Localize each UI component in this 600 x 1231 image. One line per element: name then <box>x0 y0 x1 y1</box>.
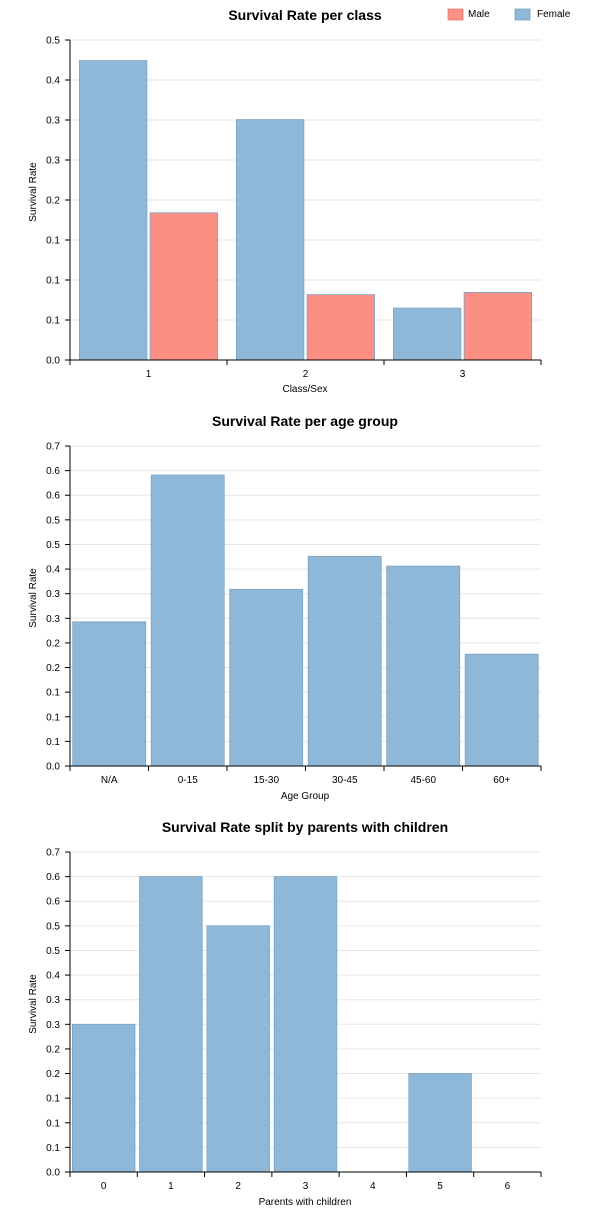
y-tick-label: 0.4 <box>46 76 60 87</box>
x-tick-label: 3 <box>303 1181 309 1192</box>
y-tick-label: 0.7 <box>46 848 60 859</box>
y-tick-label: 0.1 <box>46 712 60 723</box>
y-tick-label: 0.3 <box>46 589 60 600</box>
chart-class-grid <box>70 39 541 321</box>
y-tick-label: 0.6 <box>46 466 60 477</box>
bar-male-2 <box>306 294 376 361</box>
bar-female-3 <box>392 307 462 361</box>
x-tick-label: 45-60 <box>410 775 436 786</box>
bar-0 <box>72 1023 136 1173</box>
x-tick-label: 0 <box>101 1181 107 1192</box>
chart-parch-title: Survival Rate split by parents with chil… <box>162 819 448 835</box>
chart-parch-ylabel: Survival Rate <box>28 974 39 1034</box>
x-tick-label: 6 <box>505 1181 511 1192</box>
y-tick-label: 0.4 <box>46 971 60 982</box>
bar-45-60 <box>386 565 461 767</box>
x-tick-label: 5 <box>437 1181 443 1192</box>
bar-15-30 <box>229 588 304 767</box>
y-tick-label: 0.1 <box>46 688 60 699</box>
x-tick-label: 1 <box>168 1181 174 1192</box>
bar-female-1 <box>79 60 148 361</box>
y-tick-label: 0.6 <box>46 897 60 908</box>
y-tick-label: 0.5 <box>46 515 60 526</box>
y-tick-label: 0.2 <box>46 1069 60 1080</box>
y-tick-label: 0.1 <box>46 276 60 287</box>
x-tick-label: 15-30 <box>253 775 279 786</box>
bar-0-15 <box>150 474 225 767</box>
chart-parch-axes: 0.0 0.1 0.1 0.1 0.2 0.2 0.3 0.3 0.4 0.5 0.5 0.6 0.6 0… <box>46 848 542 1192</box>
bar-60- <box>464 653 539 767</box>
bar-5 <box>408 1073 472 1173</box>
legend-swatch-male <box>447 8 464 21</box>
y-tick-label: 0.0 <box>46 356 60 367</box>
y-tick-label: 0.1 <box>46 1094 60 1105</box>
x-tick-label: 4 <box>370 1181 376 1192</box>
chart-age-ylabel: Survival Rate <box>28 568 39 628</box>
chart-class-bars <box>79 60 533 361</box>
y-tick-label: 0.2 <box>46 1044 60 1055</box>
x-tick-label: N/A <box>101 775 118 786</box>
y-tick-label: 0.1 <box>46 1143 60 1154</box>
x-tick-label: 0-15 <box>178 775 198 786</box>
y-tick-label: 0.7 <box>46 442 60 453</box>
y-tick-label: 0.1 <box>46 1118 60 1129</box>
x-tick-label: 2 <box>235 1181 241 1192</box>
y-tick-label: 0.0 <box>46 1168 60 1179</box>
y-tick-label: 0.2 <box>46 638 60 649</box>
bar-N-A <box>72 621 147 767</box>
chart-class-axes: 0.0 0.1 0.1 0.1 0.2 0.3 0.3 0.4 0.5 1 2 3 <box>46 36 542 380</box>
chart-age-axes: 0.0 0.1 0.1 0.1 0.2 0.2 0.3 0.3 0.4 0.5 0.5 0.6 0.6 0… <box>46 442 542 786</box>
y-tick-label: 0.5 <box>46 540 60 551</box>
y-tick-label: 0.6 <box>46 491 60 502</box>
y-tick-label: 0.1 <box>46 316 60 327</box>
y-tick-label: 0.1 <box>46 737 60 748</box>
y-tick-label: 0.5 <box>46 946 60 957</box>
chart-class: Survival Rate per class 0.00.10.10.10.20… <box>28 7 571 395</box>
y-tick-label: 0.3 <box>46 1020 60 1031</box>
chart-age-grid <box>70 445 541 742</box>
chart-class-title: Survival Rate per class <box>228 7 382 23</box>
y-tick-label: 0.3 <box>46 614 60 625</box>
y-tick-label: 0.3 <box>46 116 60 127</box>
chart-age-xlabel: Age Group <box>281 791 330 802</box>
chart-parch-xlabel: Parents with children <box>259 1197 352 1208</box>
x-tick-label: 3 <box>460 369 466 380</box>
x-tick-label: 2 <box>303 369 309 380</box>
y-tick-label: 0.6 <box>46 872 60 883</box>
y-tick-label: 0.3 <box>46 995 60 1006</box>
bar-female-2 <box>235 119 305 361</box>
bar-2 <box>206 925 270 1173</box>
x-tick-label: 30-45 <box>332 775 358 786</box>
chart-parch-bars <box>72 876 472 1173</box>
y-tick-label: 0.4 <box>46 565 60 576</box>
chart-class-legend: Male Female <box>447 8 571 21</box>
chart-age: Survival Rate per age group 0.0 0.1 0.1 0.1… <box>28 413 542 802</box>
x-tick-label: 1 <box>146 369 152 380</box>
chart-class-xlabel: Class/Sex <box>282 384 327 395</box>
chart-class-ylabel: Survival Rate <box>28 162 39 222</box>
y-tick-label: 0.2 <box>46 196 60 207</box>
y-tick-label: 0.5 <box>46 921 60 932</box>
x-tick-label: 60+ <box>493 775 510 786</box>
legend-label-female: Female <box>537 9 571 20</box>
y-tick-label: 0.2 <box>46 663 60 674</box>
bar-1 <box>139 876 203 1173</box>
chart-age-title: Survival Rate per age group <box>212 413 398 429</box>
y-tick-label: 0.5 <box>46 36 60 47</box>
chart-age-bars <box>72 474 539 767</box>
legend-swatch-female <box>514 8 531 21</box>
y-tick-label: 0.3 <box>46 156 60 167</box>
bar-3 <box>273 876 338 1173</box>
chart-parch: Survival Rate split by parents with chil… <box>28 819 542 1208</box>
y-tick-label: 0.0 <box>46 762 60 773</box>
legend-label-male: Male <box>468 9 490 20</box>
bar-male-1 <box>149 212 219 361</box>
bar-30-45 <box>307 555 382 767</box>
y-tick-label: 0.1 <box>46 236 60 247</box>
bar-male-3 <box>463 291 533 361</box>
